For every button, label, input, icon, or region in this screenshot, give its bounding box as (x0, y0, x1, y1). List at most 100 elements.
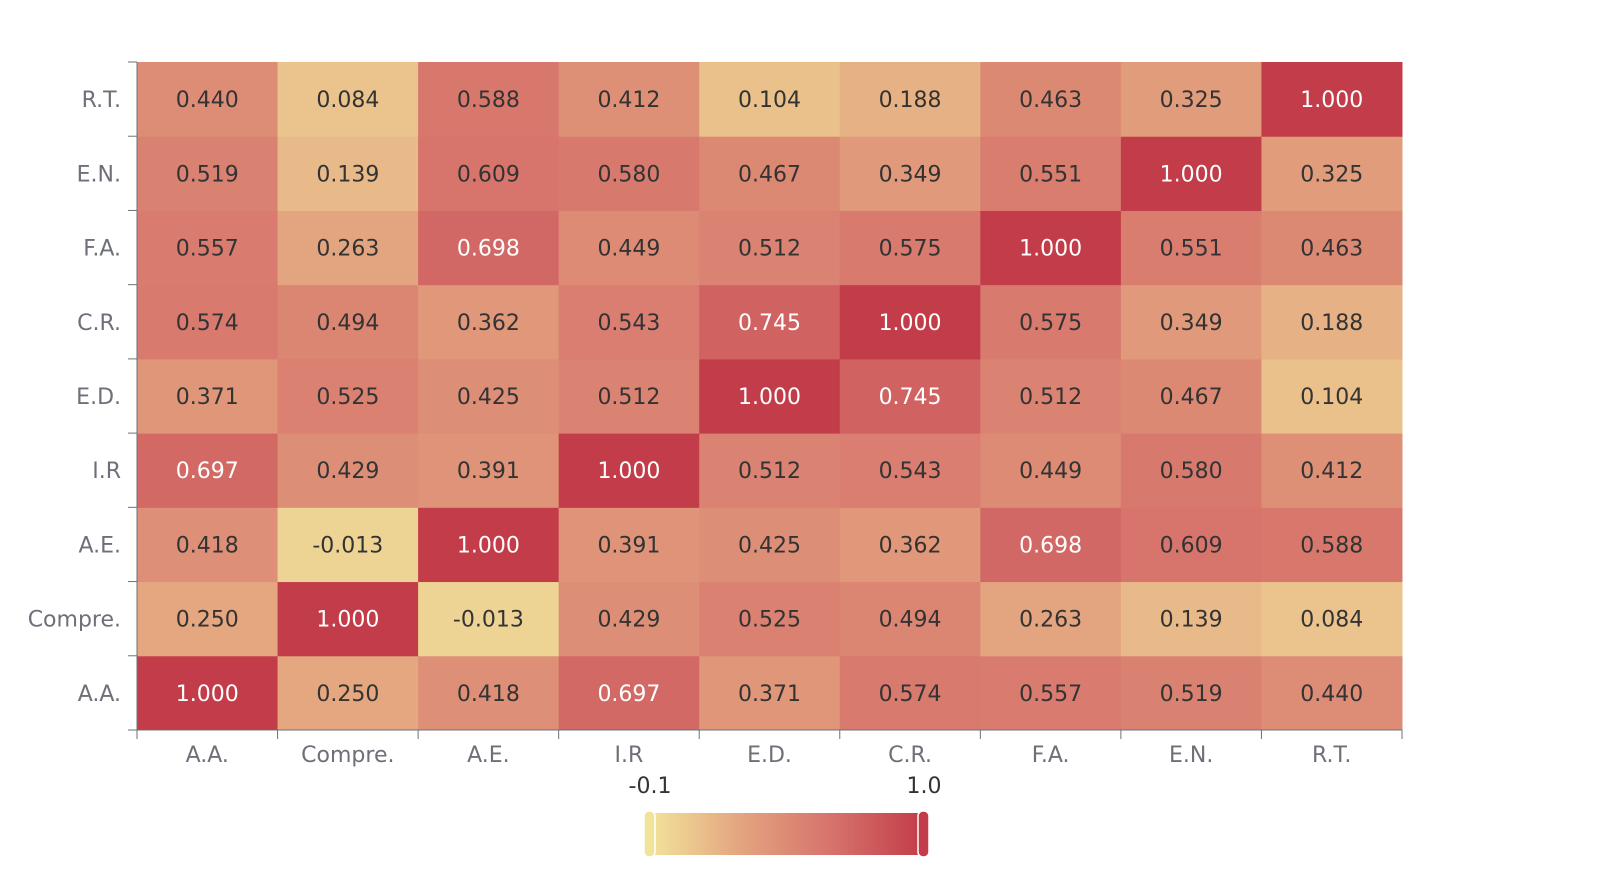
heatmap-cell[interactable] (699, 284, 841, 360)
heatmap-cell[interactable] (980, 581, 1122, 657)
heatmap-cell[interactable] (137, 581, 279, 657)
heatmap-cell[interactable] (839, 358, 981, 434)
heatmap-cell[interactable] (1261, 358, 1403, 434)
cell-value-label: 0.250 (176, 608, 239, 633)
heatmap-cell[interactable] (980, 62, 1122, 137)
heatmap-cell[interactable] (1120, 507, 1262, 583)
heatmap-cell[interactable] (558, 507, 700, 583)
heatmap-cell[interactable] (699, 358, 841, 434)
x-tick-label: E.N. (1169, 743, 1213, 768)
heatmap-cell[interactable] (1120, 655, 1262, 731)
heatmap-cell[interactable] (558, 62, 700, 137)
heatmap-cell[interactable] (1261, 581, 1403, 657)
cell-value-label: 0.588 (1300, 533, 1363, 558)
heatmap-cell[interactable] (980, 284, 1122, 360)
heatmap-cell[interactable] (839, 433, 981, 508)
heatmap-cell[interactable] (839, 507, 981, 583)
heatmap-cell[interactable] (137, 358, 279, 434)
heatmap-cell[interactable] (980, 507, 1122, 583)
heatmap-cell[interactable] (137, 210, 279, 286)
heatmap-cell[interactable] (418, 581, 560, 657)
heatmap-cell[interactable] (839, 62, 981, 137)
cell-value-label: 0.557 (176, 237, 239, 262)
heatmap-cell[interactable] (839, 284, 981, 360)
visual-map-legend[interactable]: -0.1 1.0 (629, 774, 942, 858)
heatmap-cell[interactable] (699, 507, 841, 583)
heatmap-cell[interactable] (1261, 507, 1403, 583)
heatmap-cell[interactable] (1261, 136, 1403, 211)
visual-map-min-handle[interactable] (643, 810, 656, 858)
heatmap-cell[interactable] (558, 210, 700, 286)
heatmap-cell[interactable] (980, 358, 1122, 434)
heatmap-cell[interactable] (277, 655, 419, 731)
heatmap-cell[interactable] (137, 507, 279, 583)
cell-value-label: 0.543 (879, 459, 942, 484)
heatmap-cell[interactable] (418, 433, 560, 508)
heatmap-cell[interactable] (418, 210, 560, 286)
heatmap-cell[interactable] (1120, 62, 1262, 137)
heatmap-cell[interactable] (839, 210, 981, 286)
heatmap-cell[interactable] (558, 433, 700, 508)
heatmap-cell[interactable] (1261, 284, 1403, 360)
heatmap-cell[interactable] (137, 655, 279, 731)
heatmap-cell[interactable] (558, 358, 700, 434)
heatmap-cell[interactable] (699, 433, 841, 508)
heatmap-cell[interactable] (277, 507, 419, 583)
heatmap-cell[interactable] (277, 210, 419, 286)
cell-value-label: 0.697 (597, 682, 660, 707)
heatmap-cell[interactable] (699, 655, 841, 731)
heatmap-cell[interactable] (1261, 655, 1403, 731)
heatmap-cell[interactable] (418, 507, 560, 583)
heatmap-cell[interactable] (418, 62, 560, 137)
cell-value-label: 0.362 (879, 533, 942, 558)
heatmap-cell[interactable] (137, 433, 279, 508)
heatmap-cell[interactable] (277, 358, 419, 434)
cell-value-label: 0.697 (176, 459, 239, 484)
heatmap-cell[interactable] (137, 136, 279, 211)
heatmap-cell[interactable] (1120, 136, 1262, 211)
heatmap-cell[interactable] (1120, 581, 1262, 657)
heatmap-cell[interactable] (980, 655, 1122, 731)
heatmap-cell[interactable] (277, 581, 419, 657)
heatmap-cell[interactable] (1261, 433, 1403, 508)
heatmap-cell[interactable] (839, 581, 981, 657)
heatmap-cell[interactable] (980, 136, 1122, 211)
cell-value-label: 0.440 (1300, 682, 1363, 707)
heatmap-cell[interactable] (699, 581, 841, 657)
heatmap-cell[interactable] (839, 655, 981, 731)
heatmap-cell[interactable] (277, 284, 419, 360)
heatmap-cell[interactable] (558, 581, 700, 657)
heatmap-cell[interactable] (699, 210, 841, 286)
cell-value-label: 0.263 (316, 237, 379, 262)
cell-value-label: 0.551 (1019, 162, 1082, 187)
heatmap-cell[interactable] (558, 284, 700, 360)
heatmap-cell[interactable] (277, 62, 419, 137)
heatmap-cell[interactable] (418, 136, 560, 211)
heatmap-cell[interactable] (980, 210, 1122, 286)
heatmap-cell[interactable] (839, 136, 981, 211)
heatmap-cell[interactable] (1261, 62, 1403, 137)
heatmap-cell[interactable] (1120, 358, 1262, 434)
visual-map-max-handle[interactable] (917, 810, 930, 858)
cell-value-label: 0.467 (1160, 385, 1223, 410)
heatmap-cell[interactable] (137, 284, 279, 360)
heatmap-cell[interactable] (277, 433, 419, 508)
cell-value-label: 0.557 (1019, 682, 1082, 707)
heatmap-cell[interactable] (418, 655, 560, 731)
heatmap-cell[interactable] (137, 62, 279, 137)
heatmap-cell[interactable] (1120, 210, 1262, 286)
heatmap-cell[interactable] (699, 62, 841, 137)
cell-value-label: 0.139 (316, 162, 379, 187)
heatmap-cell[interactable] (558, 136, 700, 211)
heatmap-cell[interactable] (1261, 210, 1403, 286)
heatmap-cell[interactable] (1120, 284, 1262, 360)
heatmap-cell[interactable] (558, 655, 700, 731)
heatmap-cell[interactable] (277, 136, 419, 211)
cell-value-label: 0.412 (597, 88, 660, 113)
heatmap-cell[interactable] (418, 284, 560, 360)
heatmap-cell[interactable] (418, 358, 560, 434)
heatmap-cell[interactable] (980, 433, 1122, 508)
heatmap-cell[interactable] (1120, 433, 1262, 508)
heatmap-cell[interactable] (699, 136, 841, 211)
visual-map-bar[interactable] (650, 813, 924, 855)
